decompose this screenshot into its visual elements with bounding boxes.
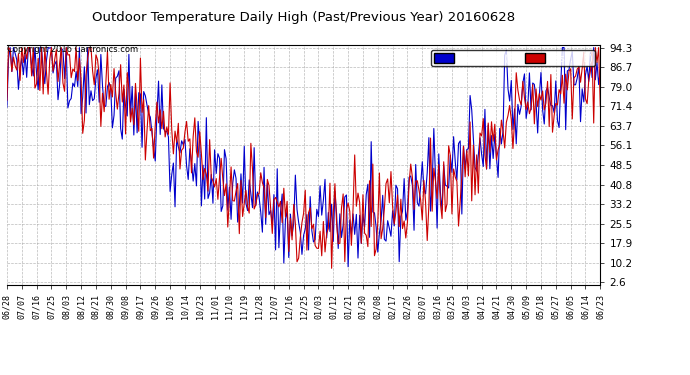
Text: Copyright 2016 Cartronics.com: Copyright 2016 Cartronics.com <box>7 45 138 54</box>
Text: Outdoor Temperature Daily High (Past/Previous Year) 20160628: Outdoor Temperature Daily High (Past/Pre… <box>92 11 515 24</box>
Legend: Previous  (°F), Past  (°F): Previous (°F), Past (°F) <box>431 50 595 66</box>
